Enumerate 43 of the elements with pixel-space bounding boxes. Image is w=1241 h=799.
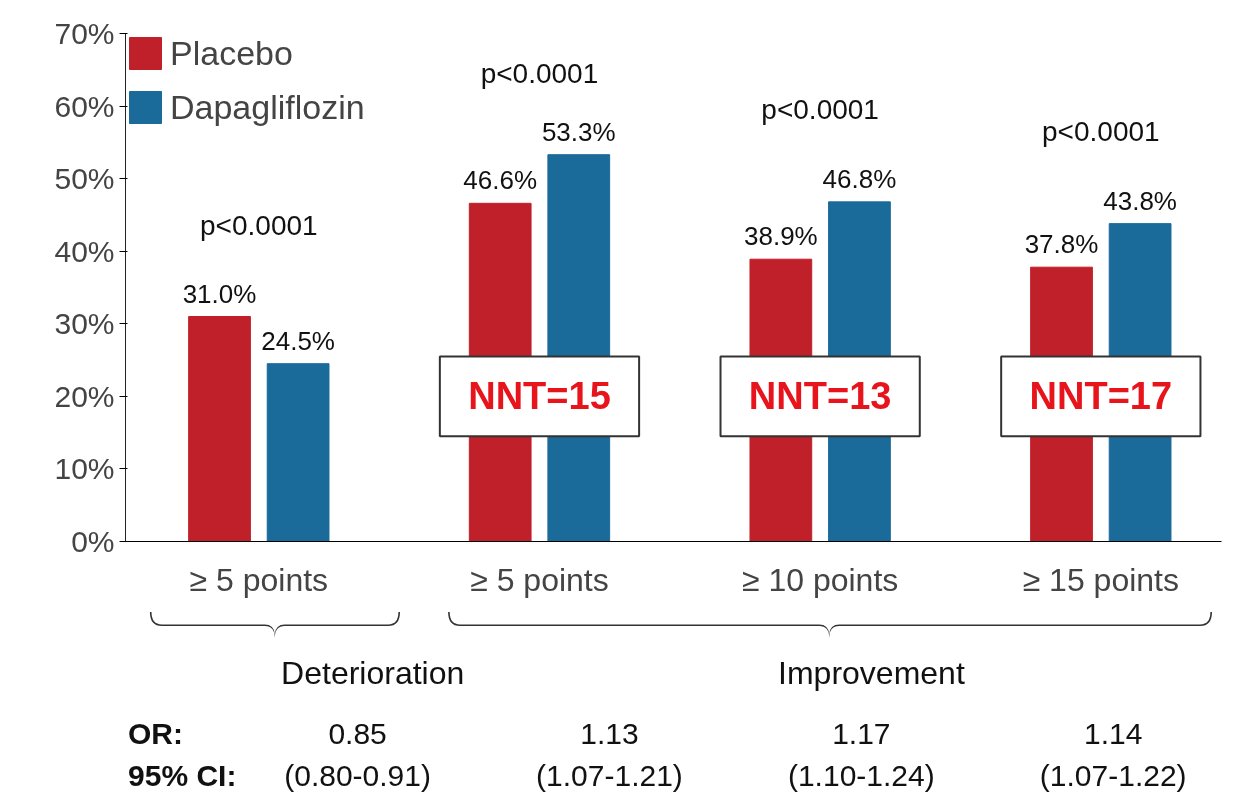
text: (1.10-1.24) <box>787 759 935 792</box>
bar <box>266 363 330 542</box>
text: 1.17 <box>832 716 891 750</box>
text: 1.14 <box>1084 716 1143 750</box>
text: 95% CI: <box>128 759 237 792</box>
text: (1.07-1.22) <box>1039 759 1187 792</box>
y-tick-label: 0% <box>71 525 115 558</box>
data-label: 43.8% <box>1103 185 1177 216</box>
x-tick-label: ≥ 5 points <box>189 561 329 598</box>
data-label: 38.9% <box>743 221 818 252</box>
data-label: 46.8% <box>822 163 897 194</box>
annotation: p<0.0001 <box>761 94 879 126</box>
y-tick-label: 60% <box>54 89 115 123</box>
data-label: 31.0% <box>182 278 257 309</box>
x-tick-label: ≥ 5 points <box>470 561 609 598</box>
annotation: NNT=17 <box>1029 375 1173 418</box>
data-label: 53.3% <box>541 116 616 147</box>
y-tick-label: 20% <box>54 379 115 413</box>
annotation: NNT=13 <box>748 375 892 418</box>
annotation: p<0.0001 <box>480 57 599 89</box>
legend-label: Dapagliflozin <box>170 87 365 127</box>
bar <box>188 316 251 542</box>
data-label: 24.5% <box>261 325 335 356</box>
text: (0.80-0.91) <box>284 759 431 792</box>
x-tick-label: ≥ 10 points <box>741 561 899 598</box>
text: Improvement <box>778 654 965 691</box>
legend-label: Placebo <box>170 33 293 73</box>
text: (1.07-1.21) <box>536 759 683 792</box>
annotation: p<0.0001 <box>200 210 318 242</box>
text: 1.13 <box>580 716 639 750</box>
data-label: 37.8% <box>1024 229 1099 260</box>
annotation: NNT=15 <box>468 375 611 418</box>
y-tick-label: 70% <box>54 17 115 50</box>
x-tick-label: ≥ 15 points <box>1022 561 1179 598</box>
y-tick-label: 50% <box>54 162 115 196</box>
text: Deterioration <box>281 654 465 691</box>
y-tick-label: 10% <box>54 452 115 486</box>
y-tick-label: 30% <box>54 307 115 341</box>
annotation: p<0.0001 <box>1042 115 1160 147</box>
y-tick-label: 40% <box>54 234 115 268</box>
text: OR: <box>128 717 184 750</box>
text: 0.85 <box>328 716 387 750</box>
data-label: 46.6% <box>463 165 538 196</box>
